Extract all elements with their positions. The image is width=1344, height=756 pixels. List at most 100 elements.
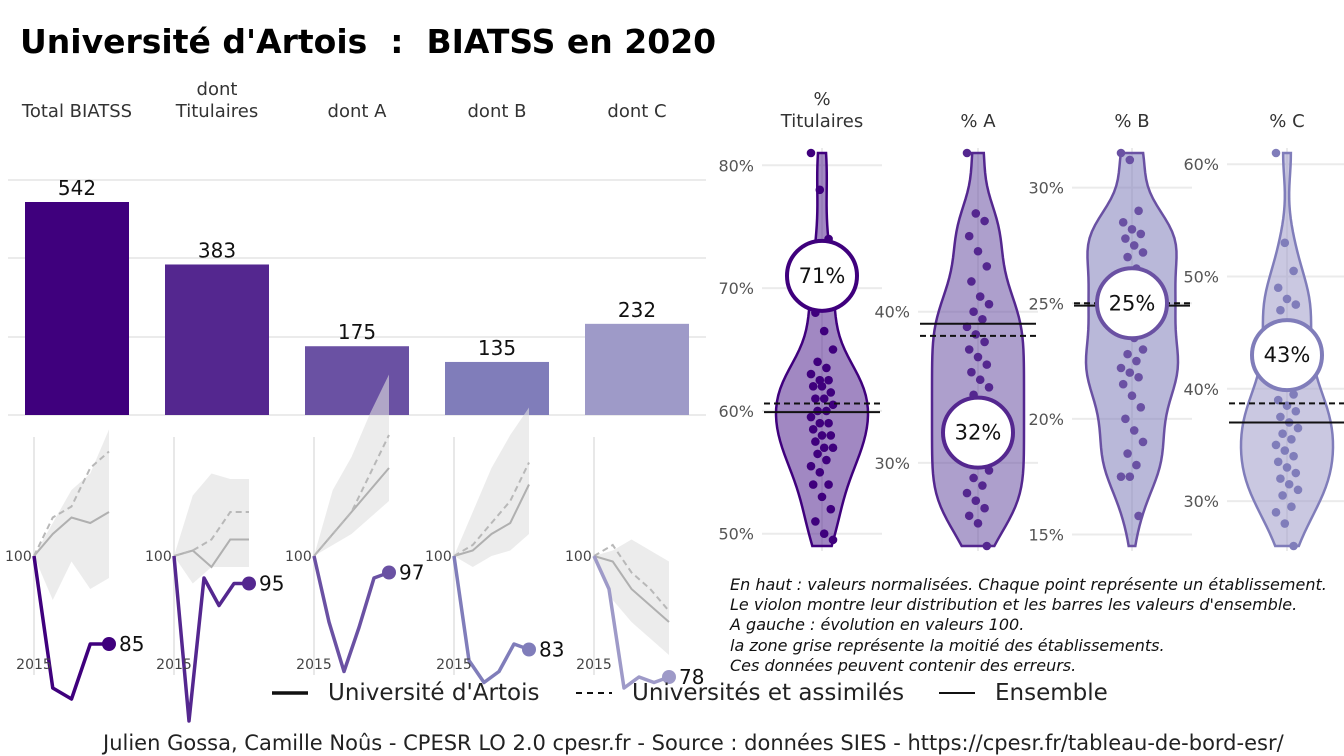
violin-point-0-40: [819, 529, 829, 539]
violin-point-3-22: [1271, 440, 1281, 450]
line-panel-end-label-4: 78: [679, 665, 704, 689]
line-panel-band-1: [174, 473, 249, 584]
violin-point-1-34: [971, 496, 981, 505]
violin-tick-label-3-1: 40%: [1183, 380, 1219, 399]
violin-highlight-circle-3: [1250, 318, 1324, 393]
violin-point-3-0: [1271, 148, 1281, 158]
violin-tick-label-0-2: 70%: [718, 279, 754, 298]
bar-header-1-line-0: dont: [197, 79, 238, 100]
violin-point-1-16: [982, 360, 992, 369]
bar-0: [25, 202, 129, 415]
line-panel-ensemble-2: [313, 467, 390, 557]
violin-highlight-circle-1: [941, 395, 1015, 470]
violin-highlight-label-0: 71%: [799, 264, 846, 288]
violin-point-0-25: [808, 425, 818, 434]
violin-point-2-26: [1127, 391, 1137, 401]
violin-header-1-line-0: % A: [960, 111, 996, 132]
violin-point-0-41: [828, 535, 838, 545]
violin-point-0-7: [819, 326, 829, 336]
violin-point-0-30: [828, 443, 838, 453]
line-panel-ensemble-4: [593, 555, 670, 623]
violin-point-1-12: [971, 330, 981, 339]
violin-point-2-3: [1118, 218, 1128, 227]
note-line-3: A gauche : évolution en valeurs 100.: [730, 615, 1025, 634]
violin-point-0-37: [817, 492, 827, 502]
line-panel-band-0: [34, 429, 109, 600]
violin-point-1-3: [964, 231, 974, 241]
violin-highlight-label-2: 25%: [1109, 291, 1156, 315]
violin-point-2-24: [1134, 372, 1143, 382]
violin-point-2-31: [1123, 449, 1132, 458]
legend-label-universites-assimiles: Universités et assimilés: [632, 680, 905, 706]
violin-point-3-28: [1276, 474, 1285, 483]
violin-point-3-14: [1273, 395, 1283, 405]
violin-point-1-14: [964, 345, 974, 354]
line-panel-ensemble-0: [33, 511, 110, 557]
line-panel-series-1: [172, 555, 249, 723]
line-panel-xlabel-4: 2015: [576, 657, 612, 673]
violin-tick-label-2-2: 25%: [1028, 294, 1064, 313]
violin-point-3-30: [1293, 485, 1303, 495]
violin-tick-label-3-2: 50%: [1183, 268, 1219, 287]
violin-point-2-34: [1125, 472, 1135, 481]
violin-point-3-5: [1291, 300, 1301, 309]
violin-highlight-circle-0: [785, 238, 859, 313]
line-panel-universites-3: [453, 462, 530, 557]
violin-point-2-28: [1121, 414, 1130, 424]
violin-point-3-17: [1276, 412, 1285, 422]
source-caption: Julien Gossa, Camille Noûs - CPESR LO 2.…: [103, 731, 1284, 755]
violin-point-3-34: [1280, 519, 1290, 528]
violin-point-2-4: [1127, 224, 1137, 234]
line-panel-series-4: [592, 555, 670, 690]
violin-point-3-19: [1293, 423, 1303, 433]
violin-point-3-25: [1273, 457, 1283, 467]
violin-tick-label-2-0: 15%: [1028, 525, 1064, 544]
bar-value-label-4: 232: [618, 298, 656, 322]
violin-point-0-33: [806, 461, 816, 471]
violin-point-0-13: [824, 375, 833, 385]
line-panel-xlabel-1: 2015: [156, 657, 192, 673]
violin-point-0-38: [826, 504, 836, 514]
bar-header-0-line-0: Total BIATSS: [21, 101, 132, 122]
violin-point-0-27: [826, 431, 836, 440]
violin-point-1-9: [969, 307, 978, 317]
bar-header-4-line-0: dont C: [607, 101, 666, 122]
violin-point-3-31: [1278, 491, 1287, 500]
violin-point-2-1: [1125, 155, 1135, 165]
line-panel-ylabel-3: 100: [425, 549, 452, 565]
violin-point-3-27: [1291, 468, 1301, 478]
note-line-5: Ces données peuvent contenir des erreurs…: [730, 656, 1077, 675]
line-panel-universites-1: [173, 511, 249, 557]
violin-point-0-32: [822, 455, 831, 465]
violin-point-0-9: [813, 357, 822, 367]
violin-point-1-6: [967, 277, 976, 286]
bar-value-label-3: 135: [478, 336, 516, 360]
violin-point-0-19: [828, 400, 838, 410]
violin-tick-label-2-1: 20%: [1028, 410, 1064, 429]
violin-point-3-20: [1278, 429, 1287, 439]
violin-tick-label-0-3: 80%: [718, 156, 754, 175]
bar-value-label-1: 383: [198, 238, 236, 262]
violin-point-2-19: [1138, 345, 1148, 354]
legend-label-ensemble: Ensemble: [995, 680, 1108, 706]
violin-point-0-11: [806, 369, 816, 379]
line-panel-series-2: [312, 555, 390, 674]
line-panel-ylabel-4: 100: [565, 549, 592, 565]
line-panel-series-0: [32, 555, 109, 701]
line-panel-band-2: [314, 374, 389, 556]
violin-point-3-3: [1273, 283, 1283, 293]
violin-point-1-32: [978, 481, 987, 490]
violin-shape-0: [774, 151, 870, 548]
page-title: Université d'Artois : BIATSS en 2020: [20, 22, 717, 61]
violin-highlight-circle-2: [1095, 266, 1169, 341]
bar-3: [445, 361, 549, 415]
violin-point-0-31: [813, 449, 822, 459]
violin-header-0-line-0: %: [813, 89, 830, 110]
violin-point-0-14: [808, 382, 818, 391]
violin-point-1-18: [975, 375, 985, 385]
violin-point-2-32: [1132, 460, 1141, 470]
violin-point-0-16: [826, 388, 836, 397]
violin-point-0-23: [815, 418, 825, 428]
line-panel-series-3: [452, 555, 530, 685]
line-panel-endpoint-4: [662, 670, 676, 684]
